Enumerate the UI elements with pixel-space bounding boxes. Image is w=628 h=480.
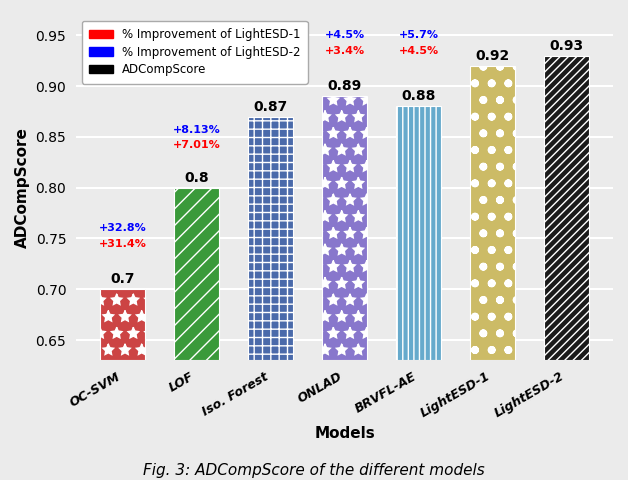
Text: +7.01%: +7.01% — [173, 140, 220, 150]
X-axis label: Models: Models — [314, 426, 375, 441]
Text: Fig. 3: ADCompScore of the different models: Fig. 3: ADCompScore of the different mod… — [143, 463, 485, 478]
Bar — [175, 188, 219, 360]
Bar — [470, 66, 514, 360]
Text: 0.7: 0.7 — [111, 272, 135, 286]
Text: +8.13%: +8.13% — [173, 125, 220, 135]
Bar — [544, 56, 588, 360]
Text: +31.4%: +31.4% — [99, 239, 146, 249]
Text: 0.87: 0.87 — [254, 99, 288, 114]
Text: 0.88: 0.88 — [401, 89, 436, 103]
Text: +6.9%: +6.9% — [251, 56, 291, 66]
Bar — [248, 117, 293, 360]
Y-axis label: ADCompScore: ADCompScore — [15, 127, 30, 248]
Text: +3.4%: +3.4% — [325, 46, 365, 56]
Text: +32.8%: +32.8% — [99, 223, 146, 233]
Text: +5.7%: +5.7% — [399, 30, 438, 40]
Text: 0.92: 0.92 — [475, 49, 509, 63]
Bar — [396, 107, 441, 360]
Text: 0.93: 0.93 — [550, 38, 583, 53]
Bar — [322, 96, 367, 360]
Text: 0.89: 0.89 — [327, 79, 362, 93]
Text: +4.5%: +4.5% — [325, 30, 365, 40]
Legend: % Improvement of LightESD-1, % Improvement of LightESD-2, ADCompScore: % Improvement of LightESD-1, % Improveme… — [82, 21, 308, 84]
Text: +5.74%: +5.74% — [247, 71, 295, 81]
Text: +4.5%: +4.5% — [398, 46, 438, 56]
Text: 0.8: 0.8 — [184, 170, 209, 185]
Bar — [100, 289, 145, 360]
